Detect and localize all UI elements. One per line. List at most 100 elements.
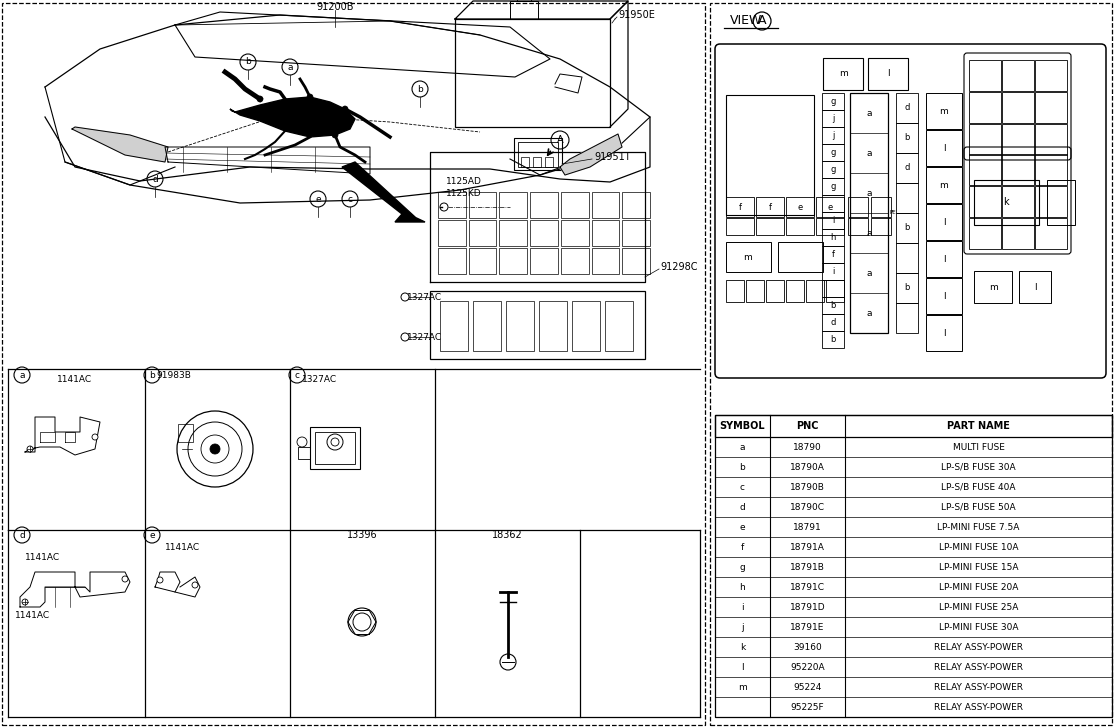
Text: 1125AD: 1125AD: [446, 177, 481, 187]
Bar: [561, 248, 589, 274]
Bar: [438, 192, 466, 218]
Text: f: f: [741, 542, 744, 552]
Text: 1125KD: 1125KD: [446, 190, 481, 198]
Text: 18790A: 18790A: [790, 462, 825, 472]
Circle shape: [342, 106, 349, 112]
Text: LP-S/B FUSE 30A: LP-S/B FUSE 30A: [942, 462, 1015, 472]
Text: e: e: [739, 523, 745, 531]
Bar: [499, 220, 527, 246]
Text: A: A: [757, 15, 766, 28]
Bar: [726, 95, 814, 215]
Text: RELAY ASSY-POWER: RELAY ASSY-POWER: [934, 702, 1023, 712]
Text: 18791B: 18791B: [790, 563, 825, 571]
Text: PE: PE: [889, 211, 896, 215]
Bar: [822, 229, 844, 246]
Bar: [746, 280, 764, 302]
Text: 18791A: 18791A: [790, 542, 825, 552]
Text: d: d: [152, 174, 157, 183]
Text: a: a: [19, 371, 25, 379]
Text: MULTI FUSE: MULTI FUSE: [953, 443, 1004, 451]
Text: l: l: [943, 329, 945, 338]
Bar: [469, 192, 496, 218]
Bar: [848, 218, 868, 235]
Text: b: b: [150, 371, 155, 379]
Bar: [926, 315, 962, 351]
Bar: [1002, 186, 1034, 217]
Bar: [896, 93, 918, 123]
Bar: [926, 241, 962, 277]
Bar: [531, 192, 557, 218]
Bar: [540, 301, 567, 351]
Bar: [1035, 124, 1067, 155]
Bar: [622, 248, 650, 274]
Bar: [822, 93, 844, 110]
Text: h: h: [739, 582, 745, 592]
Text: c: c: [347, 195, 353, 204]
Bar: [926, 278, 962, 314]
Bar: [896, 183, 918, 213]
Bar: [622, 220, 650, 246]
Circle shape: [210, 444, 220, 454]
Text: m: m: [939, 107, 948, 116]
Text: a: a: [739, 443, 745, 451]
Text: e: e: [315, 195, 321, 204]
Bar: [1002, 92, 1034, 123]
Bar: [592, 220, 619, 246]
Bar: [822, 280, 844, 297]
Bar: [1002, 154, 1034, 185]
Bar: [531, 248, 557, 274]
Text: b: b: [245, 57, 251, 66]
Bar: [871, 197, 891, 217]
Text: 1327AC: 1327AC: [407, 292, 442, 302]
Text: 13396: 13396: [346, 530, 378, 540]
Bar: [1019, 271, 1051, 303]
Text: a: a: [287, 63, 293, 71]
Bar: [970, 60, 1001, 91]
Bar: [822, 195, 844, 212]
Text: b: b: [739, 462, 745, 472]
Bar: [756, 218, 784, 235]
Bar: [806, 280, 824, 302]
Text: 18790: 18790: [793, 443, 822, 451]
Text: e: e: [828, 203, 832, 212]
Bar: [2, 3, 705, 725]
Text: 1327AC: 1327AC: [407, 332, 442, 342]
Bar: [822, 263, 844, 280]
Text: e: e: [798, 203, 803, 212]
Circle shape: [92, 434, 98, 440]
Bar: [726, 280, 744, 302]
Text: a: a: [867, 268, 871, 278]
Text: g: g: [830, 165, 836, 174]
Bar: [521, 157, 529, 167]
Text: i: i: [832, 216, 834, 225]
Bar: [1002, 218, 1034, 249]
Bar: [518, 142, 558, 167]
Polygon shape: [342, 162, 424, 222]
Text: RELAY ASSY-POWER: RELAY ASSY-POWER: [934, 683, 1023, 691]
Polygon shape: [71, 127, 168, 162]
Bar: [506, 301, 534, 351]
Text: 18791: 18791: [793, 523, 822, 531]
Bar: [896, 213, 918, 243]
Text: g: g: [830, 97, 836, 106]
Circle shape: [22, 599, 28, 605]
Bar: [822, 127, 844, 144]
Text: A: A: [556, 135, 563, 145]
Bar: [822, 144, 844, 161]
Bar: [822, 212, 844, 229]
Text: j: j: [832, 131, 834, 140]
Bar: [822, 246, 844, 263]
Text: l: l: [943, 218, 945, 227]
Bar: [710, 3, 1113, 725]
Text: a: a: [867, 148, 871, 158]
Text: g: g: [739, 563, 745, 571]
Text: g: g: [830, 148, 836, 157]
Bar: [970, 186, 1001, 217]
Bar: [469, 248, 496, 274]
Text: 18362: 18362: [491, 530, 523, 540]
Polygon shape: [560, 134, 622, 175]
Bar: [545, 157, 553, 167]
Text: b: b: [830, 335, 836, 344]
Text: i: i: [832, 267, 834, 276]
Bar: [822, 110, 844, 127]
